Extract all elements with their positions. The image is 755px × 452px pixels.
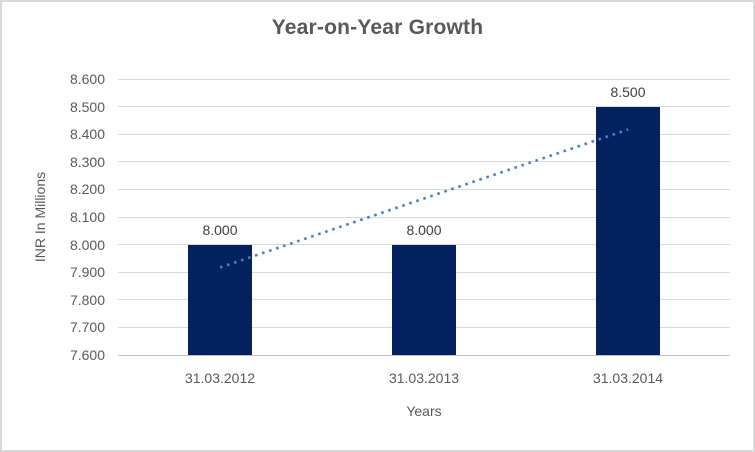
x-axis-tick-label: 31.03.2012 (184, 370, 256, 386)
x-axis-tick-label: 31.03.2014 (592, 370, 664, 386)
y-axis-tick-label: 7.700 (69, 319, 105, 336)
plot-area: 8.000 31.03.2012 8.000 31.03.2013 8.500 31.03… (118, 78, 730, 386)
x-axis-line (118, 354, 730, 356)
gridline (118, 216, 730, 218)
y-axis-tick-label: 7.600 (69, 347, 105, 363)
chart-title: Year-on-Year Growth (271, 16, 484, 39)
y-axis-tick-label: 8.400 (69, 126, 105, 143)
bar-31.03.2014 (596, 106, 660, 355)
bar-31.03.2012 (188, 244, 252, 355)
data-label: 8.000 (406, 221, 442, 238)
y-axis-tick-label: 8.000 (69, 236, 105, 253)
gridline (118, 78, 730, 80)
trendline (219, 128, 629, 269)
data-label: 8.500 (610, 83, 646, 100)
gridline (118, 188, 730, 190)
y-axis-tick-label: 7.900 (69, 264, 105, 281)
y-axis-tick-label: 8.600 (69, 71, 105, 87)
gridline (118, 106, 730, 108)
gridline (118, 161, 730, 163)
y-axis-tick-label: 8.200 (69, 181, 105, 198)
gridline (118, 133, 730, 135)
bar-31.03.2013 (392, 244, 456, 355)
data-label: 8.000 (202, 221, 238, 238)
x-axis-tick-label: 31.03.2013 (388, 370, 460, 386)
y-axis-tick-label: 7.800 (69, 291, 105, 308)
x-axis-title: Years (406, 403, 442, 419)
y-axis-tick-label: 8.500 (69, 98, 105, 115)
y-axis-tick-label: 8.300 (69, 153, 105, 170)
y-axis-tick-label: 8.100 (69, 209, 105, 225)
